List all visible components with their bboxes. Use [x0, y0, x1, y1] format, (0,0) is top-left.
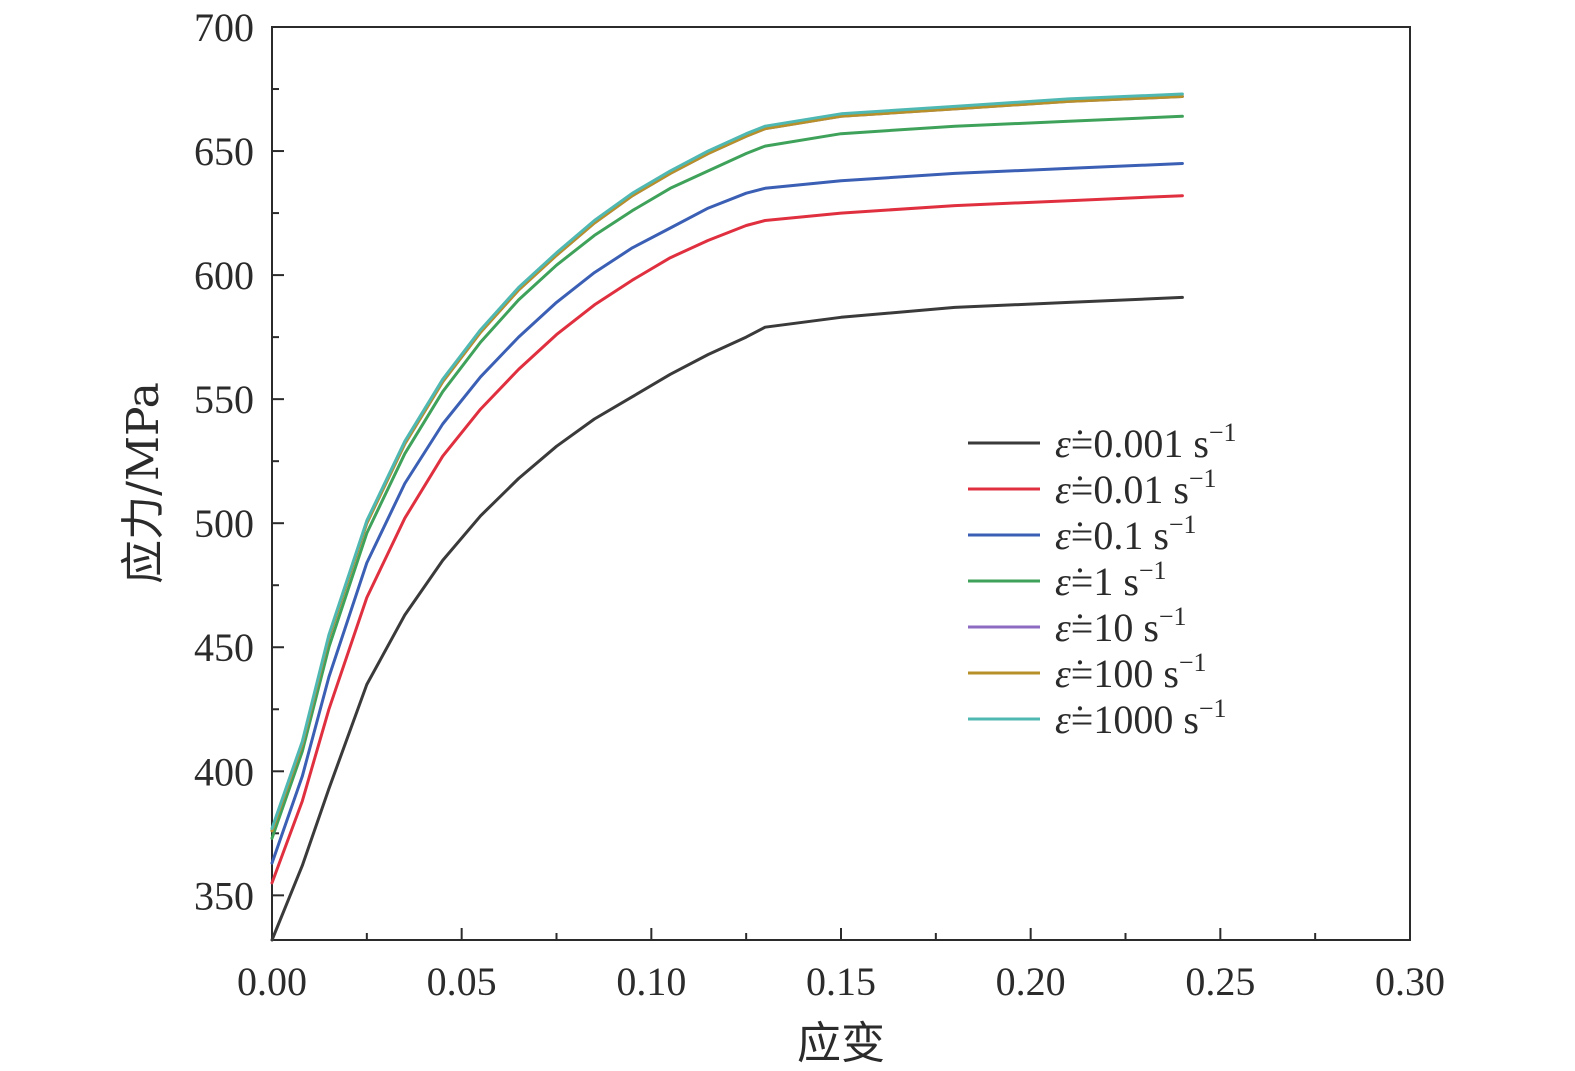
series-lines	[270, 92, 1184, 942]
legend: ε̇=0.001 s−1ε̇=0.01 s−1ε̇=0.1 s−1ε̇=1 s−…	[968, 418, 1237, 742]
legend-rate-value: =1000 s	[1071, 697, 1199, 742]
legend-entry-0.01: ε̇=0.01 s−1	[1055, 464, 1217, 512]
legend-rate-exponent: −1	[1169, 510, 1197, 539]
legend-entry-0.001: ε̇=0.001 s−1	[1055, 418, 1237, 466]
legend-entry-1000: ε̇=1000 s−1	[1055, 694, 1227, 742]
series-line-1000	[270, 92, 1184, 830]
legend-rate-value: =0.001 s	[1071, 421, 1209, 466]
legend-entry-100: ε̇=100 s−1	[1055, 648, 1207, 696]
y-tick-label: 650	[194, 129, 254, 174]
x-tick-label: 0.05	[427, 959, 497, 1004]
x-tick-label: 0.20	[996, 959, 1066, 1004]
series-line-100	[270, 95, 1184, 833]
series-line-1	[270, 114, 1184, 840]
legend-entry-1: ε̇=1 s−1	[1055, 556, 1167, 604]
x-tick-label: 0.15	[806, 959, 876, 1004]
y-tick-label: 450	[194, 625, 254, 670]
y-tick-label: 400	[194, 749, 254, 794]
y-tick-label: 550	[194, 377, 254, 422]
y-axis-ticks: 350 400 450 500 550 600 650 700	[194, 5, 284, 918]
y-axis-label: 应力/MPa	[118, 382, 169, 584]
legend-entry-0.1: ε̇=0.1 s−1	[1055, 510, 1197, 558]
x-tick-label: 0.25	[1185, 959, 1255, 1004]
legend-rate-value: =1 s	[1071, 559, 1139, 604]
legend-rate-exponent: −1	[1209, 418, 1237, 447]
y-tick-label: 700	[194, 5, 254, 50]
legend-rate-exponent: −1	[1179, 648, 1207, 677]
y-tick-label: 600	[194, 253, 254, 298]
legend-rate-value: =0.01 s	[1071, 467, 1189, 512]
series-line-0.01	[270, 194, 1184, 885]
x-axis-label: 应变	[797, 1018, 885, 1069]
legend-rate-exponent: −1	[1159, 602, 1187, 631]
legend-rate-value: =10 s	[1071, 605, 1159, 650]
x-tick-label: 0.30	[1375, 959, 1445, 1004]
legend-rate-exponent: −1	[1199, 694, 1227, 723]
series-line-10	[270, 95, 1184, 833]
legend-entry-10: ε̇=10 s−1	[1055, 602, 1187, 650]
plot-frame	[271, 26, 1411, 941]
legend-rate-value: =100 s	[1071, 651, 1179, 696]
series-line-0.1	[270, 162, 1184, 865]
x-tick-label: 0.00	[237, 959, 307, 1004]
legend-rate-exponent: −1	[1139, 556, 1167, 585]
x-axis-ticks: 0.00 0.05 0.10 0.15 0.20 0.25 0.30	[237, 928, 1445, 1004]
legend-rate-value: =0.1 s	[1071, 513, 1169, 558]
y-tick-label: 500	[194, 501, 254, 546]
y-tick-label: 350	[194, 873, 254, 918]
x-tick-label: 0.10	[616, 959, 686, 1004]
legend-rate-exponent: −1	[1189, 464, 1217, 493]
series-line-0.001	[270, 295, 1184, 942]
